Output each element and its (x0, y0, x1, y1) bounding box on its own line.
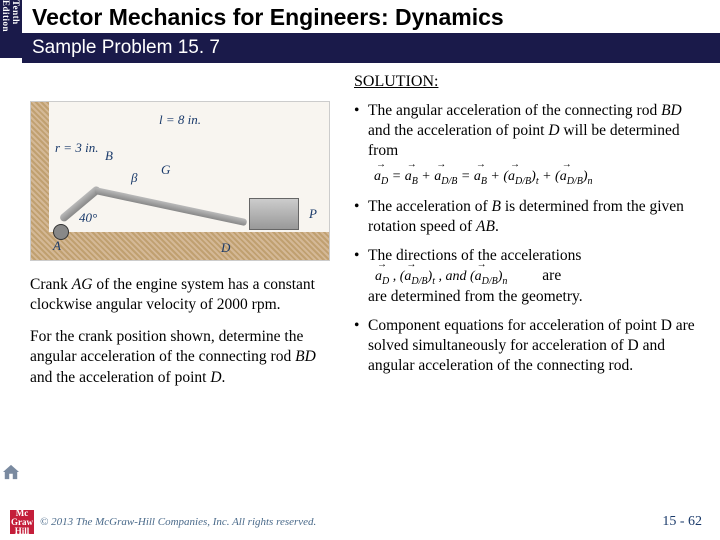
subtitle-bar: Sample Problem 15. 7 (22, 33, 720, 63)
problem-paragraph-1: Crank AG of the engine system has a cons… (30, 275, 340, 315)
bullet-3: The directions of the accelerations aD ,… (354, 246, 706, 308)
label-d: D (221, 240, 230, 256)
footer: McGrawHill © 2013 The McGraw-Hill Compan… (0, 510, 720, 534)
text: The angular acceleration of the connecti… (368, 102, 661, 119)
text: For the crank position shown, determine … (30, 328, 303, 365)
text: . (222, 369, 226, 386)
text: . (495, 218, 499, 235)
book-title: Vector Mechanics for Engineers: Dynamics (32, 4, 710, 31)
text: The directions of the accelerations (368, 247, 581, 264)
var-bd: BD (661, 102, 682, 119)
left-column: r = 3 in. l = 8 in. A B G D P 40° β Cran… (30, 71, 340, 400)
home-icon[interactable] (2, 464, 20, 480)
connecting-rod (94, 187, 247, 226)
header: Vector Mechanics for Engineers: Dynamics… (22, 0, 720, 63)
var-bd: BD (295, 348, 316, 365)
publisher-logo: McGrawHill (10, 510, 34, 534)
solution-header: SOLUTION: (354, 73, 706, 91)
var-ag: AG (72, 276, 93, 293)
piston-block (249, 198, 299, 230)
mechanism-diagram: r = 3 in. l = 8 in. A B G D P 40° β (30, 101, 330, 261)
edition-tab: Tenth Edition (0, 0, 22, 58)
var-b: B (492, 198, 501, 215)
label-p: P (309, 206, 317, 222)
bullet-2: The acceleration of B is determined from… (354, 197, 706, 237)
label-b: B (105, 148, 113, 164)
text: Component equations for acceleration of … (368, 317, 695, 374)
bullet-4: Component equations for acceleration of … (354, 316, 706, 376)
label-a: A (53, 238, 61, 254)
text: and the acceleration of point (368, 122, 548, 139)
equation-1: aD = aB + aD/B = aB + (aD/B)t + (aD/B)n (354, 169, 706, 187)
text: The acceleration of (368, 198, 492, 215)
copyright-text: © 2013 The McGraw-Hill Companies, Inc. A… (40, 516, 316, 528)
bullet-1: The angular acceleration of the connecti… (354, 101, 706, 161)
content-area: r = 3 in. l = 8 in. A B G D P 40° β Cran… (0, 63, 720, 400)
right-column: SOLUTION: The angular acceleration of th… (354, 71, 706, 400)
text: and the acceleration of point (30, 369, 210, 386)
label-beta: β (131, 170, 137, 186)
text: are determined from the geometry. (368, 288, 583, 305)
var-d: D (210, 369, 221, 386)
label-angle: 40° (79, 210, 97, 226)
var-d: D (548, 122, 559, 139)
label-g: G (161, 162, 170, 178)
page-number: 15 - 62 (662, 514, 702, 530)
label-l: l = 8 in. (159, 112, 201, 128)
title-bar: Vector Mechanics for Engineers: Dynamics (22, 0, 720, 33)
var-ab: AB (476, 218, 495, 235)
label-r: r = 3 in. (55, 140, 98, 156)
text: Crank (30, 276, 72, 293)
equation-inline: aD , (aD/B)t , and (aD/B)n (368, 269, 507, 284)
ground-hatch (31, 232, 329, 260)
problem-paragraph-2: For the crank position shown, determine … (30, 327, 340, 387)
